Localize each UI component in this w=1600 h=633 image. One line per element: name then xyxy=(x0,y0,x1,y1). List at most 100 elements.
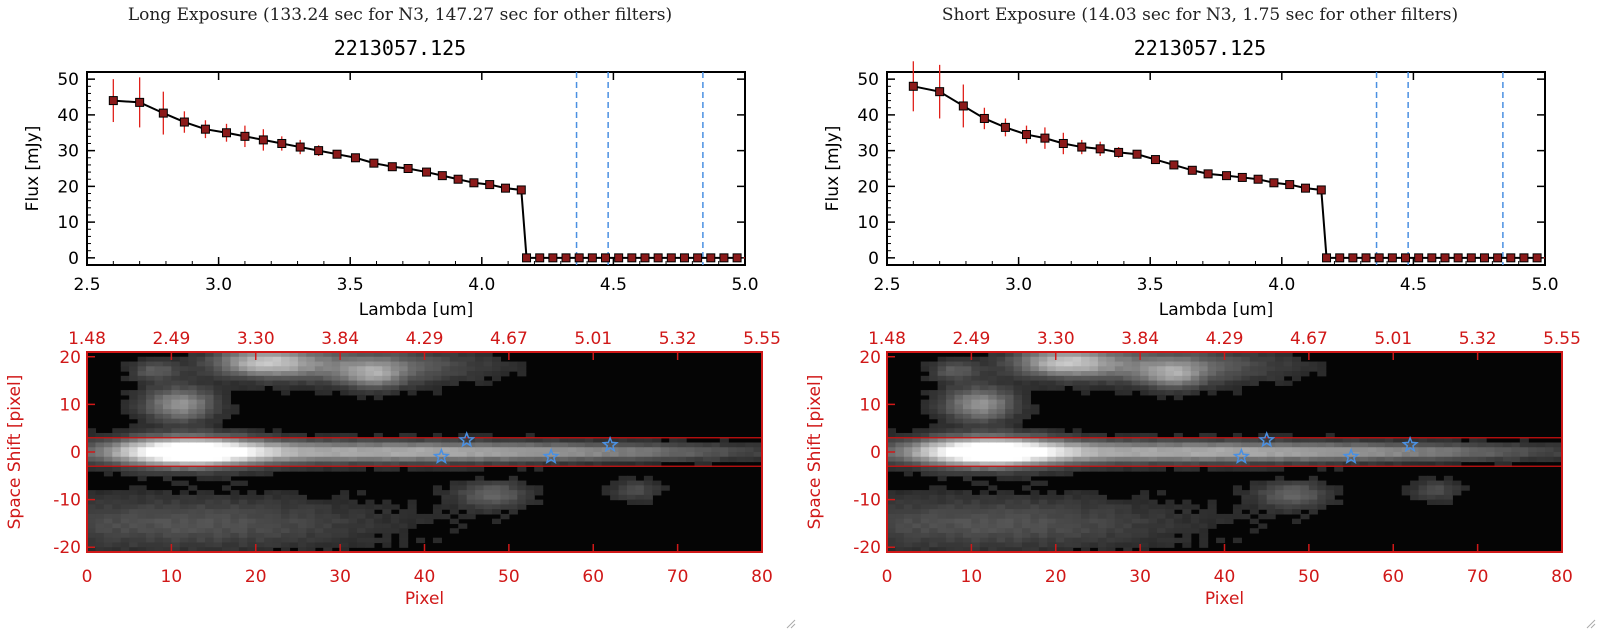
image-pixel xyxy=(365,371,375,377)
image-pixel xyxy=(946,385,956,391)
image-pixel xyxy=(1308,494,1318,501)
image-pixel xyxy=(137,518,147,525)
image-pixel xyxy=(297,532,307,539)
image-pixel xyxy=(247,504,257,510)
resize-grip-icon[interactable] xyxy=(1584,614,1596,629)
image-pixel xyxy=(331,537,341,544)
image-pixel xyxy=(196,499,206,505)
image-pixel xyxy=(1275,456,1285,463)
image-pixel xyxy=(1224,447,1234,453)
image-pixel xyxy=(1131,380,1141,386)
image-pixel xyxy=(399,356,409,363)
image-pixel xyxy=(483,480,493,486)
image-pixel xyxy=(517,499,527,505)
image-pixel xyxy=(1148,380,1158,386)
image-pixel xyxy=(1393,456,1403,463)
image-pixel xyxy=(1097,432,1107,439)
image-pixel xyxy=(340,447,350,453)
image-pixel xyxy=(407,390,417,396)
image-pixel xyxy=(954,442,964,448)
image-pixel xyxy=(1022,409,1032,415)
image-pixel xyxy=(895,466,905,472)
image-pixel xyxy=(979,356,989,363)
image-pixel xyxy=(1232,432,1242,439)
image-pixel xyxy=(1106,371,1116,377)
image-pixel xyxy=(1376,442,1386,448)
image-pixel xyxy=(1199,513,1209,520)
image-pixel xyxy=(281,490,291,496)
image-pixel xyxy=(643,499,653,505)
image-pixel xyxy=(1173,513,1183,520)
image-pixel xyxy=(458,485,468,491)
image-pixel xyxy=(1275,366,1285,372)
image-pixel xyxy=(449,356,459,363)
image-pixel xyxy=(962,537,972,544)
y-tick-label: -20 xyxy=(53,538,81,558)
image-pixel xyxy=(1401,452,1411,458)
image-pixel xyxy=(971,394,981,401)
resize-grip-icon[interactable] xyxy=(784,614,796,629)
image-pixel xyxy=(971,456,981,463)
image-pixel xyxy=(281,456,291,463)
image-pixel xyxy=(1224,366,1234,372)
image-pixel xyxy=(1190,375,1200,382)
image-pixel xyxy=(458,447,468,453)
image-pixel xyxy=(162,532,172,539)
image-pixel xyxy=(643,456,653,463)
image-pixel xyxy=(1443,480,1453,486)
data-point xyxy=(666,253,676,263)
image-pixel xyxy=(1123,380,1133,386)
image-pixel xyxy=(289,461,299,467)
image-pixel xyxy=(686,442,696,448)
y-tick-label: 10 xyxy=(857,213,879,233)
image-pixel xyxy=(920,537,930,544)
source-star-marker xyxy=(1342,447,1360,465)
image-pixel xyxy=(929,404,939,410)
image-pixel xyxy=(103,432,113,439)
image-pixel xyxy=(1123,375,1133,382)
image-pixel xyxy=(1055,528,1065,534)
image-pixel xyxy=(340,352,350,358)
image-pixel xyxy=(348,461,358,467)
image-pixel xyxy=(1207,390,1217,396)
image-pixel xyxy=(1114,466,1124,472)
image-pixel xyxy=(289,437,299,444)
image-pixel xyxy=(449,352,459,358)
image-pixel xyxy=(255,456,265,463)
image-pixel xyxy=(416,442,426,448)
image-pixel xyxy=(1013,413,1023,420)
image-pixel xyxy=(441,371,451,377)
image-pixel xyxy=(120,499,130,505)
image-pixel xyxy=(1072,380,1082,386)
image-pixel xyxy=(1275,485,1285,491)
image-pixel xyxy=(323,547,333,552)
image-pixel xyxy=(146,442,156,448)
image-pixel xyxy=(179,461,189,467)
image-pixel xyxy=(222,356,232,363)
image-pixel xyxy=(1443,494,1453,501)
image-pixel xyxy=(213,385,223,391)
image-pixel xyxy=(660,452,670,458)
image-pixel xyxy=(205,490,215,496)
image-pixel xyxy=(912,523,922,529)
top-tick-label: 5.55 xyxy=(1543,329,1581,349)
image-pixel xyxy=(407,432,417,439)
image-pixel xyxy=(627,461,637,467)
image-pixel xyxy=(205,366,215,372)
image-pixel xyxy=(112,528,122,534)
image-pixel xyxy=(373,447,383,453)
image-pixel xyxy=(954,461,964,467)
image-pixel xyxy=(988,390,998,396)
image-pixel xyxy=(179,452,189,458)
image-pixel xyxy=(1123,547,1133,552)
image-pixel xyxy=(988,409,998,415)
image-pixel xyxy=(686,456,696,463)
image-pixel xyxy=(306,447,316,453)
image-pixel xyxy=(635,456,645,463)
image-pixel xyxy=(466,352,476,358)
image-pixel xyxy=(205,471,215,477)
image-pixel xyxy=(1283,499,1293,505)
image-pixel xyxy=(1038,547,1048,552)
image-pixel xyxy=(264,518,274,525)
image-pixel xyxy=(1131,375,1141,382)
